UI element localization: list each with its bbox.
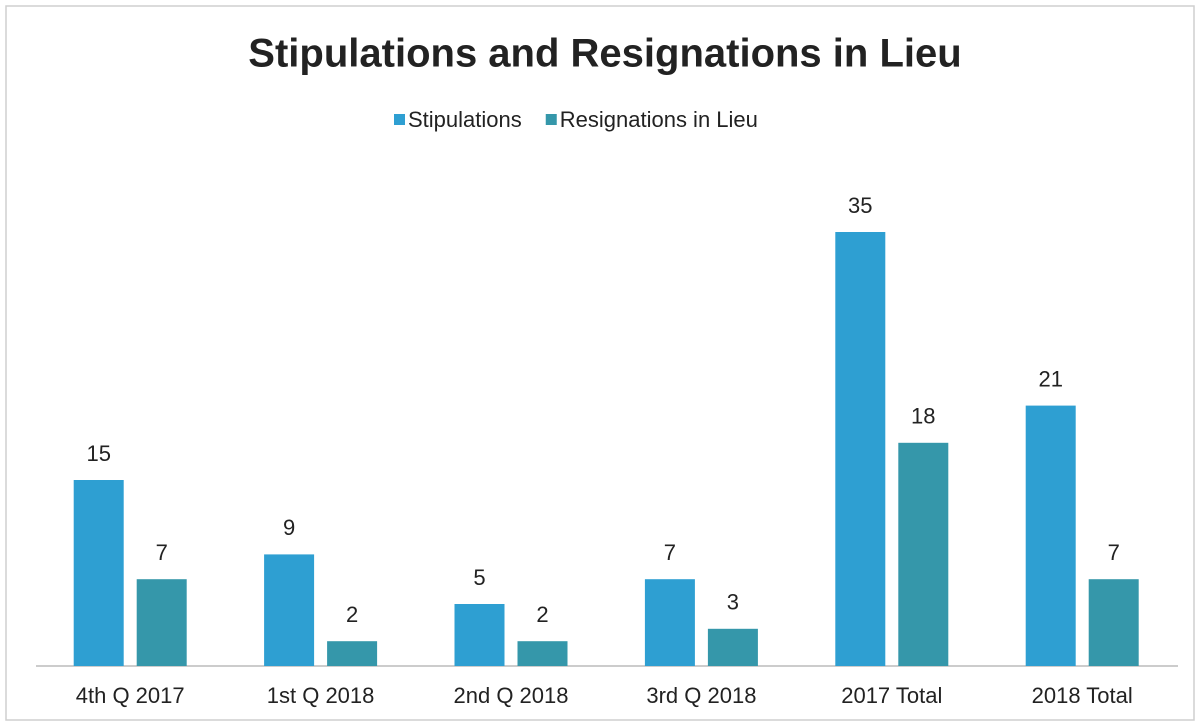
bar <box>1025 405 1076 666</box>
data-label: 15 <box>86 441 110 466</box>
bar <box>327 641 378 666</box>
bar <box>73 480 124 666</box>
data-label: 7 <box>1108 540 1120 565</box>
legend-label: Stipulations <box>408 107 522 132</box>
bar <box>517 641 568 666</box>
legend-swatch <box>545 114 557 125</box>
x-tick-label: 3rd Q 2018 <box>646 683 756 708</box>
data-label: 7 <box>156 540 168 565</box>
chart-frame <box>5 5 1195 721</box>
bar <box>835 232 886 666</box>
data-label: 2 <box>346 602 358 627</box>
bar <box>707 628 758 666</box>
chart-title: Stipulations and Resignations in Lieu <box>248 32 961 76</box>
data-label: 18 <box>911 404 935 429</box>
bar <box>644 579 695 666</box>
data-label: 5 <box>473 565 485 590</box>
legend-swatch <box>394 114 405 125</box>
data-label: 35 <box>848 193 872 218</box>
x-tick-label: 2018 Total <box>1032 683 1133 708</box>
data-label: 2 <box>536 602 548 627</box>
x-tick-label: 2nd Q 2018 <box>454 683 569 708</box>
data-label: 3 <box>727 590 739 615</box>
data-label: 7 <box>664 540 676 565</box>
bar <box>264 554 315 666</box>
data-label: 21 <box>1038 366 1062 391</box>
bar <box>1088 579 1139 666</box>
bar <box>898 442 949 666</box>
x-tick-label: 4th Q 2017 <box>76 683 185 708</box>
bar <box>136 579 187 666</box>
x-tick-label: 2017 Total <box>841 683 942 708</box>
x-tick-label: 1st Q 2018 <box>267 683 375 708</box>
bar <box>454 604 505 666</box>
legend-label: Resignations in Lieu <box>560 107 758 132</box>
data-label: 9 <box>283 515 295 540</box>
